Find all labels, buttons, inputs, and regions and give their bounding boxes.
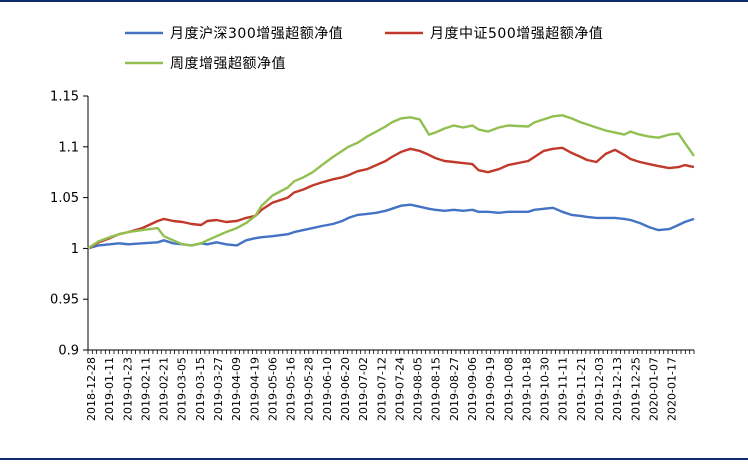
x-axis-ticks: 2018-12-28 2019-01-11 2019-01-23 2019-02-11…	[85, 350, 695, 421]
y-axis-ticks: 0.9 0.95 1 1.05 1.1 1.15	[50, 90, 88, 359]
x-tick-label: 2019-10-18	[520, 357, 533, 421]
x-tick-label: 2019-08-05	[412, 357, 425, 421]
x-tick-label: 2019-12-13	[611, 357, 624, 421]
x-tick-label: 2019-11-21	[575, 357, 588, 421]
top-border-rule	[0, 0, 748, 2]
x-tick-label: 2019-04-09	[230, 357, 243, 421]
x-tick-label: 2019-05-06	[266, 357, 279, 421]
series-lines	[87, 114, 695, 250]
legend-item-csi300[interactable]: 月度沪深300增强超额净值	[125, 26, 343, 42]
legend-label-weekly: 周度增强超额净值	[170, 56, 286, 72]
y-tick-label: 0.95	[50, 293, 79, 308]
x-tick-label: 2019-12-03	[593, 357, 606, 421]
x-tick-label: 2020-01-17	[666, 357, 679, 421]
x-tick-label: 2019-05-28	[303, 357, 316, 421]
x-tick-label: 2019-11-11	[557, 357, 570, 421]
x-tick-label: 2019-02-11	[139, 357, 152, 421]
x-tick-label: 2019-07-02	[357, 357, 370, 421]
x-tick-label: 2019-05-16	[285, 357, 298, 421]
x-tick-label: 2019-07-24	[393, 357, 406, 421]
y-tick-label: 1.15	[50, 90, 79, 105]
x-tick-label: 2019-06-20	[339, 357, 352, 421]
x-tick-label: 2019-01-11	[103, 357, 116, 421]
x-tick-label: 2018-12-28	[85, 357, 98, 421]
y-tick-label: 0.9	[58, 344, 79, 359]
y-tick-label: 1.1	[58, 140, 79, 155]
y-tick-label: 1	[71, 242, 79, 257]
x-tick-label: 2019-10-08	[502, 357, 515, 421]
x-tick-label: 2019-10-30	[539, 357, 552, 421]
series-line-csi500	[87, 146, 695, 250]
x-tick-label: 2020-01-07	[647, 357, 660, 421]
legend-item-weekly[interactable]: 周度增强超额净值	[125, 56, 286, 72]
legend-label-csi300: 月度沪深300增强超额净值	[170, 26, 343, 42]
y-tick-label: 1.05	[50, 191, 79, 206]
x-tick-label: 2019-04-19	[248, 357, 261, 421]
legend: 月度沪深300增强超额净值 月度中证500增强超额净值 周度增强超额净值	[125, 26, 603, 72]
x-tick-label: 2019-08-15	[430, 357, 443, 421]
x-tick-label: 2019-08-27	[448, 357, 461, 421]
x-tick-label: 2019-01-23	[121, 357, 134, 421]
x-tick-label: 2019-09-19	[484, 357, 497, 421]
x-tick-label: 2019-09-06	[466, 357, 479, 421]
x-tick-label: 2019-02-21	[158, 357, 171, 421]
x-tick-label: 2019-03-15	[194, 357, 207, 421]
legend-item-csi500[interactable]: 月度中证500增强超额净值	[385, 26, 603, 42]
x-tick-label: 2019-06-10	[321, 357, 334, 421]
legend-label-csi500: 月度中证500增强超额净值	[430, 26, 603, 42]
x-tick-label: 2019-12-25	[629, 357, 642, 421]
x-tick-label: 2019-03-05	[176, 357, 189, 421]
x-tick-label: 2019-03-27	[212, 357, 225, 421]
series-line-weekly	[87, 114, 695, 250]
x-tick-label: 2019-07-12	[375, 357, 388, 421]
bottom-border-rule	[0, 458, 748, 460]
